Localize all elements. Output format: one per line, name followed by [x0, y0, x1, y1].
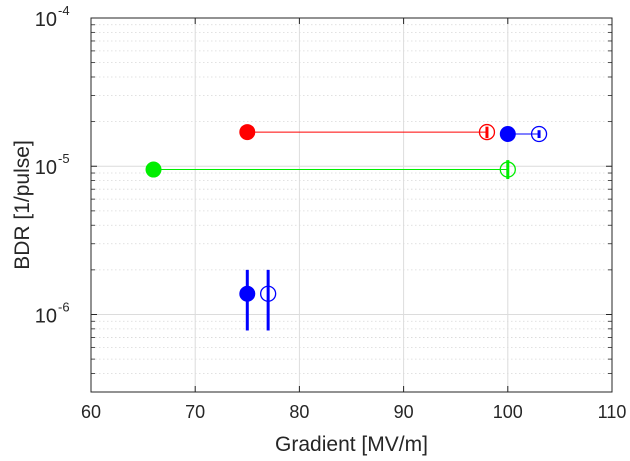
- y-tick-exponent: -4: [58, 3, 70, 18]
- x-axis-title: Gradient [MV/m]: [275, 433, 428, 456]
- series-0: [239, 123, 496, 141]
- x-tick-label: 80: [289, 402, 309, 422]
- y-tick-label: 10: [35, 157, 57, 179]
- data-point-filled: [239, 124, 256, 141]
- series-layer: [145, 123, 548, 331]
- major-grid: [91, 18, 612, 392]
- x-tick-label: 60: [81, 402, 101, 422]
- series-2: [145, 160, 516, 180]
- x-tick-labels: 60 70 80 90 100 110: [81, 402, 626, 422]
- x-tick-label: 90: [394, 402, 414, 422]
- y-tick-label: 10: [35, 9, 57, 31]
- data-point-open: [478, 123, 496, 141]
- x-tick-label: 100: [493, 402, 523, 422]
- data-point-open: [530, 125, 548, 143]
- data-point-open: [259, 285, 277, 302]
- series-3: [239, 269, 277, 331]
- y-tick-label: 10: [35, 305, 57, 327]
- y-tick-exponent: -6: [58, 299, 70, 314]
- x-tick-label: 110: [598, 402, 627, 422]
- y-tick-labels: 10-610-510-4: [35, 3, 70, 327]
- plot-frame: [90, 17, 613, 393]
- data-point-open: [499, 161, 516, 178]
- minor-grid: [91, 24, 612, 374]
- series-1: [499, 125, 548, 143]
- x-tick-label: 70: [185, 402, 205, 422]
- data-point-filled: [145, 161, 162, 178]
- y-tick-exponent: -5: [58, 151, 70, 166]
- axis-ticks: [90, 17, 613, 392]
- y-axis-title: BDR [1/pulse]: [11, 140, 34, 270]
- data-point-filled: [239, 285, 256, 302]
- data-point-filled: [499, 126, 516, 143]
